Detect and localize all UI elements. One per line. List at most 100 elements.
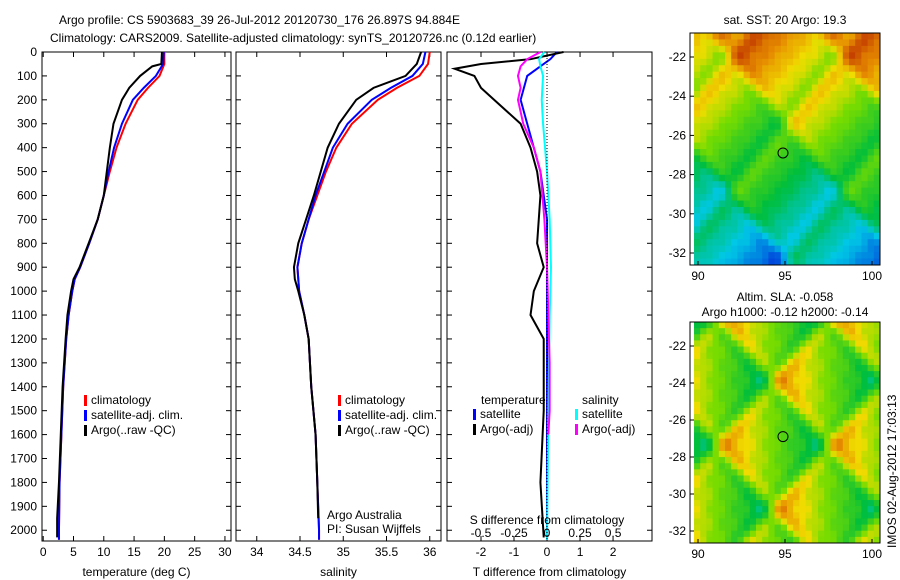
heatmap-cell — [756, 110, 763, 118]
heatmap-cell — [787, 91, 794, 98]
heatmap-cell — [718, 475, 726, 483]
heatmap-cell — [756, 219, 763, 227]
heatmap-cell — [811, 512, 819, 519]
heatmap-cell — [836, 219, 844, 227]
heatmap-cell — [731, 518, 738, 526]
heatmap-cell — [873, 187, 881, 195]
x-tick-label: 35 — [337, 545, 351, 559]
heatmap-cell — [824, 536, 831, 544]
heatmap-cell — [842, 142, 850, 150]
heatmap-cell — [725, 407, 732, 415]
heatmap-cell — [774, 123, 782, 131]
heatmap-cell — [700, 155, 707, 163]
heatmap-cell — [842, 500, 850, 507]
heatmap-cell — [830, 493, 838, 501]
heatmap-cell — [694, 500, 701, 507]
heatmap-cell — [811, 328, 819, 335]
heatmap-cell — [743, 226, 751, 234]
heatmap-cell — [793, 33, 800, 40]
heatmap-cell — [718, 469, 726, 476]
heatmap-cell — [799, 469, 807, 476]
heatmap-cell — [873, 444, 881, 452]
heatmap-cell — [799, 239, 807, 247]
heatmap-cell — [861, 346, 869, 354]
heatmap-cell — [756, 493, 763, 501]
heatmap-cell — [842, 352, 850, 360]
heatmap-cell — [737, 78, 745, 86]
heatmap-cell — [805, 52, 813, 60]
heatmap-cell — [855, 213, 862, 221]
heatmap-cell — [867, 207, 875, 214]
heatmap-cell — [818, 395, 825, 403]
heatmap-cell — [818, 174, 825, 182]
heatmap-cell — [861, 358, 869, 366]
heatmap-cell — [780, 39, 788, 47]
heatmap-cell — [743, 524, 751, 532]
heatmap-cell — [811, 168, 819, 176]
heatmap-cell — [824, 383, 831, 391]
heatmap-cell — [749, 155, 757, 163]
heatmap-cell — [718, 371, 726, 378]
series-line-argo-raw-qc- — [56, 51, 163, 538]
heatmap-cell — [849, 45, 856, 53]
heatmap-cell — [780, 536, 788, 544]
heatmap-cell — [799, 518, 807, 526]
heatmap-cell — [873, 536, 881, 544]
heatmap-cell — [756, 475, 763, 483]
heatmap-cell — [793, 239, 800, 247]
heatmap-cell — [811, 71, 819, 79]
heatmap-cell — [861, 414, 869, 421]
heatmap-cell — [737, 352, 745, 360]
heatmap-cell — [830, 389, 838, 397]
heatmap-cell — [799, 487, 807, 495]
heatmap-cell — [867, 420, 875, 427]
heatmap-cell — [694, 149, 701, 156]
heatmap-cell — [756, 78, 763, 86]
heatmap-cell — [694, 142, 701, 150]
heatmap-cell — [793, 469, 800, 476]
heatmap-cell — [706, 457, 714, 464]
heatmap-cell — [805, 463, 813, 470]
heatmap-cell — [743, 493, 751, 501]
heatmap-cell — [712, 232, 720, 240]
heatmap-cell — [718, 389, 726, 397]
heatmap-cell — [861, 136, 869, 144]
heatmap-cell — [762, 493, 769, 501]
heatmap-cell — [799, 123, 807, 131]
heatmap-cell — [873, 91, 881, 98]
heatmap-cell — [818, 91, 825, 98]
heatmap-cell — [737, 149, 745, 156]
heatmap-cell — [700, 103, 707, 111]
heatmap-cell — [787, 161, 794, 169]
heatmap-cell — [836, 340, 844, 348]
heatmap-cell — [731, 258, 738, 266]
heatmap-cell — [694, 232, 701, 240]
heatmap-cell — [818, 65, 825, 73]
heatmap-cell — [749, 358, 757, 366]
heatmap-cell — [768, 219, 776, 227]
heatmap-cell — [867, 352, 875, 360]
heatmap-cell — [712, 493, 720, 501]
heatmap-cell — [855, 340, 862, 348]
heatmap-cell — [749, 71, 757, 79]
heatmap-cell — [768, 116, 776, 124]
heatmap-cell — [861, 334, 869, 341]
heatmap-cell — [793, 328, 800, 335]
heatmap-cell — [737, 487, 745, 495]
heatmap-cell — [768, 239, 776, 247]
heatmap-cell — [725, 518, 732, 526]
heatmap-cell — [694, 65, 701, 73]
heatmap-cell — [700, 518, 707, 526]
heatmap-cell — [718, 334, 726, 341]
heatmap-cell — [793, 518, 800, 526]
heatmap-cell — [830, 506, 838, 513]
heatmap-cell — [873, 524, 881, 532]
heatmap-cell — [737, 161, 745, 169]
heatmap-cell — [824, 97, 831, 105]
heatmap-cell — [793, 407, 800, 415]
heatmap-cell — [743, 232, 751, 240]
heatmap-cell — [867, 395, 875, 403]
heatmap-cell — [818, 194, 825, 202]
heatmap-cell — [818, 530, 825, 538]
heatmap-cell — [799, 174, 807, 182]
